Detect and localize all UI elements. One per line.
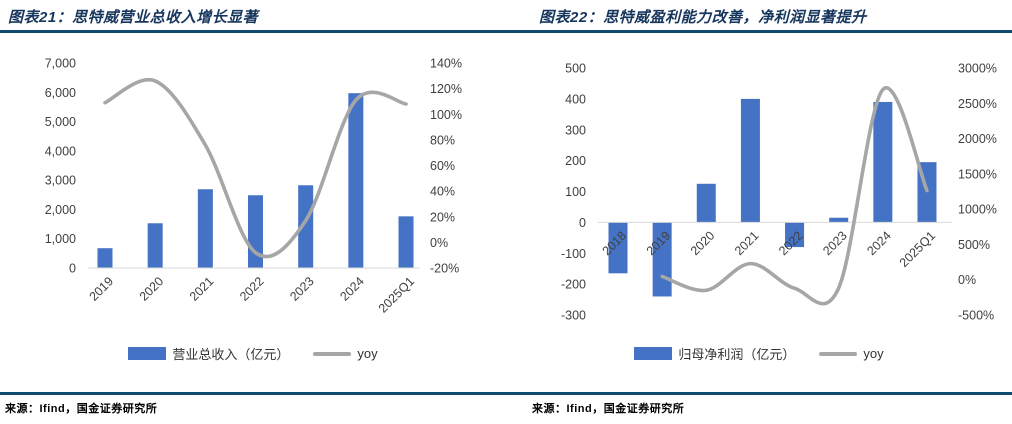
svg-text:2020: 2020 <box>688 229 718 259</box>
svg-text:1,000: 1,000 <box>45 232 76 246</box>
legend-item-yoy: yoy <box>819 346 884 361</box>
svg-text:2019: 2019 <box>87 274 117 304</box>
svg-text:200: 200 <box>565 154 586 168</box>
chart22-legend: 归母净利润（亿元） yoy <box>506 344 1012 363</box>
footer-rule <box>0 392 1012 395</box>
legend-label: yoy <box>357 346 378 361</box>
chart21-plot: 7,000 6,000 5,000 4,000 3,000 2,000 1,000 0 140%… <box>45 57 462 316</box>
header-rule <box>0 30 1012 33</box>
svg-text:2023: 2023 <box>820 229 850 259</box>
svg-text:300: 300 <box>565 123 586 137</box>
svg-text:140%: 140% <box>430 57 462 71</box>
svg-text:0: 0 <box>579 216 586 230</box>
svg-text:0: 0 <box>69 262 76 276</box>
svg-text:2024: 2024 <box>337 274 367 304</box>
chart21-title: 图表21：思特威营业总收入增长显著 <box>8 9 259 26</box>
svg-text:5,000: 5,000 <box>45 115 76 129</box>
svg-text:40%: 40% <box>430 185 455 199</box>
svg-text:2024: 2024 <box>864 229 894 259</box>
svg-text:2000%: 2000% <box>958 132 997 146</box>
svg-text:7,000: 7,000 <box>45 57 76 71</box>
svg-text:-500%: -500% <box>958 309 994 323</box>
svg-text:2500%: 2500% <box>958 97 997 111</box>
legend-label: 归母净利润（亿元） <box>678 347 796 362</box>
chart21-source: 来源：Ifind，国金证券研究所 <box>5 403 158 415</box>
svg-text:6,000: 6,000 <box>45 86 76 100</box>
svg-text:-20%: -20% <box>430 262 459 276</box>
line-swatch-icon <box>819 351 858 356</box>
svg-text:0%: 0% <box>430 236 448 250</box>
svg-text:-200: -200 <box>561 278 586 292</box>
svg-text:20%: 20% <box>430 210 455 224</box>
svg-text:1000%: 1000% <box>958 203 997 217</box>
svg-text:400: 400 <box>565 92 586 106</box>
legend-label: 营业总收入（亿元） <box>172 347 290 362</box>
legend-item-revenue: 营业总收入（亿元） <box>128 344 289 363</box>
chart22-source: 来源：Ifind，国金证券研究所 <box>532 403 685 415</box>
svg-text:2021: 2021 <box>187 274 217 304</box>
svg-text:3,000: 3,000 <box>45 174 76 188</box>
svg-text:1500%: 1500% <box>958 167 997 181</box>
legend-item-yoy: yoy <box>313 346 378 361</box>
line-swatch-icon <box>313 351 352 356</box>
svg-text:2022: 2022 <box>237 274 267 304</box>
svg-text:-300: -300 <box>561 309 586 323</box>
svg-text:2020: 2020 <box>137 274 167 304</box>
svg-text:2023: 2023 <box>287 274 317 304</box>
chart-panel-21: 图表21：思特威营业总收入增长显著 7,000 6,000 5,000 4,000 3,… <box>0 9 506 415</box>
svg-text:2025Q1: 2025Q1 <box>376 274 417 315</box>
legend-label: yoy <box>863 346 884 361</box>
legend-item-netprofit: 归母净利润（亿元） <box>634 344 795 363</box>
svg-text:4,000: 4,000 <box>45 144 76 158</box>
svg-text:3000%: 3000% <box>958 62 997 76</box>
svg-text:100: 100 <box>565 185 586 199</box>
chart-panel-22: 图表22：思特威盈利能力改善，净利润显著提升 500 400 300 200 100 0 -… <box>506 0 1012 424</box>
svg-text:0%: 0% <box>958 273 976 287</box>
svg-text:2025Q1: 2025Q1 <box>897 229 938 270</box>
svg-text:-100: -100 <box>561 247 586 261</box>
chart22-title: 图表22：思特威盈利能力改善，净利润显著提升 <box>539 9 867 26</box>
svg-text:100%: 100% <box>430 108 462 122</box>
svg-text:2,000: 2,000 <box>45 203 76 217</box>
bar-swatch-icon <box>634 347 673 360</box>
svg-text:2021: 2021 <box>732 229 762 259</box>
svg-text:500: 500 <box>565 62 586 76</box>
bar-swatch-icon <box>128 347 167 360</box>
svg-text:500%: 500% <box>958 238 990 252</box>
chart22-plot: 500 400 300 200 100 0 -100 -200 -300 3000% 2500% 20… <box>561 62 997 323</box>
chart21-legend: 营业总收入（亿元） yoy <box>0 344 506 363</box>
svg-text:120%: 120% <box>430 82 462 96</box>
svg-text:60%: 60% <box>430 159 455 173</box>
svg-text:80%: 80% <box>430 133 455 147</box>
